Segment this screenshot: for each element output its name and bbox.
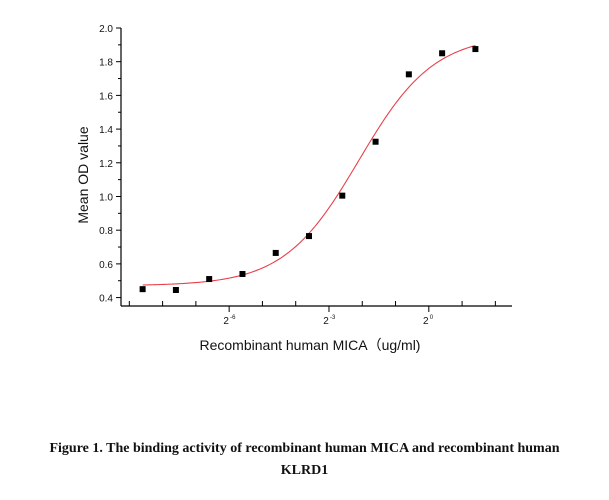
axes: 0.40.60.81.01.21.41.61.82.02 -6 2 -3 2 0 <box>99 24 512 327</box>
x-tick-exponent-1: -3 <box>330 315 336 321</box>
y-tick-label-0: 0.4 <box>99 294 113 305</box>
data-point-2 <box>206 276 213 283</box>
y-tick-label-6: 1.6 <box>99 91 113 102</box>
x-tick-exponent-2: 0 <box>430 315 434 321</box>
x-tick-label-2: 2 <box>423 316 429 327</box>
data-point-8 <box>405 71 412 78</box>
y-tick-label-4: 1.2 <box>99 159 113 170</box>
data-point-3 <box>239 270 246 277</box>
data-points-layer <box>139 46 479 293</box>
fit-curve-layer <box>142 44 476 286</box>
y-tick-label-1: 0.6 <box>99 260 113 271</box>
caption-line-1: Figure 1. The binding activity of recomb… <box>49 441 560 456</box>
data-point-9 <box>439 50 446 57</box>
x-tick-exponent-0: -6 <box>230 315 236 321</box>
x-axis-label: Recombinant human MICA（ug/ml) <box>200 337 421 353</box>
y-tick-label-2: 0.8 <box>99 226 113 237</box>
data-point-4 <box>272 249 279 256</box>
y-axis-label: Mean OD value <box>75 126 91 223</box>
y-tick-label-7: 1.8 <box>99 58 113 69</box>
y-tick-label-3: 1.0 <box>99 192 113 203</box>
y-tick-label-5: 1.4 <box>99 125 113 136</box>
data-point-1 <box>172 286 179 293</box>
y-tick-label-8: 2.0 <box>99 24 113 35</box>
data-point-5 <box>306 233 313 240</box>
data-point-6 <box>339 192 346 199</box>
x-tick-label-1: 2 <box>323 316 329 327</box>
figure-caption: Figure 1. The binding activity of recomb… <box>0 438 609 482</box>
data-point-7 <box>372 138 379 145</box>
fit-curve <box>142 44 476 286</box>
caption-line-2: KLRD1 <box>280 463 329 478</box>
data-point-0 <box>139 286 146 293</box>
x-tick-label-0: 2 <box>223 316 229 327</box>
binding-chart: 0.40.60.81.01.21.41.61.82.02 -6 2 -3 2 0 Mean… <box>75 24 512 353</box>
data-point-10 <box>472 46 479 53</box>
